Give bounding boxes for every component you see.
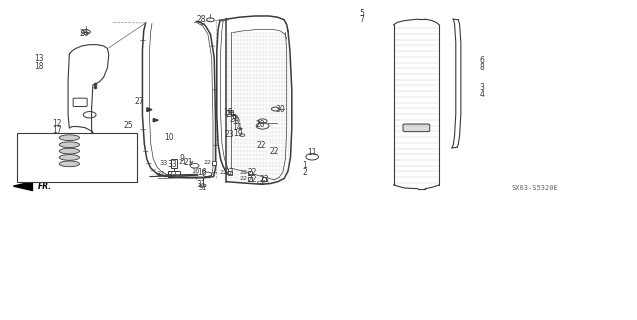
Text: 22: 22 [225,168,234,177]
Text: 13: 13 [34,54,44,63]
Ellipse shape [59,161,80,167]
Text: 10: 10 [126,137,136,146]
Bar [169,172,180,177]
Ellipse shape [59,148,80,154]
Text: 7: 7 [359,15,364,24]
Text: 19: 19 [234,129,243,138]
Text: 16: 16 [197,168,206,177]
Text: 9: 9 [180,154,184,163]
FancyBboxPatch shape [403,124,430,132]
Text: 28: 28 [197,15,206,24]
Text: 23: 23 [261,180,269,185]
Text: 22: 22 [24,148,32,154]
Text: 32: 32 [156,171,165,177]
Bar [17,133,138,182]
Text: 23: 23 [93,139,101,145]
Text: 27: 27 [134,97,144,106]
Text: 10: 10 [164,132,174,141]
Polygon shape [154,119,159,122]
Text: 6: 6 [480,56,484,65]
Text: 22: 22 [219,170,227,175]
Text: 8: 8 [480,63,484,72]
Text: 31: 31 [199,185,207,191]
Ellipse shape [59,155,80,160]
Text: 21: 21 [178,159,187,165]
Text: 22: 22 [257,141,266,150]
Text: 14: 14 [233,123,242,132]
Text: 9: 9 [129,159,133,168]
Text: 1: 1 [302,161,307,170]
Text: 26: 26 [79,29,89,38]
Text: 20: 20 [255,120,265,129]
Text: FR.: FR. [38,182,52,191]
Ellipse shape [59,142,80,148]
Text: 25: 25 [123,121,132,130]
Text: 17: 17 [52,126,61,135]
Text: 23: 23 [225,130,234,139]
Text: 22: 22 [24,142,32,148]
Text: 23: 23 [93,158,101,164]
Polygon shape [13,182,32,191]
Text: 22: 22 [24,135,32,141]
Text: 2: 2 [302,168,307,177]
Text: 22: 22 [203,160,211,165]
Text: 15: 15 [224,108,233,117]
Text: 22: 22 [247,168,257,177]
Text: 18: 18 [34,61,43,70]
Text: SX03-S5320E: SX03-S5320E [512,185,558,191]
Text: 23: 23 [260,175,269,184]
Text: 22: 22 [269,147,279,156]
Text: 22: 22 [247,175,257,184]
Text: 32: 32 [168,171,177,180]
Text: 11: 11 [308,148,317,157]
Ellipse shape [59,135,80,140]
Text: 3: 3 [480,83,484,92]
Text: 5: 5 [359,9,364,18]
Text: 12: 12 [52,119,61,128]
Text: 33: 33 [160,160,168,166]
Text: 29: 29 [226,110,236,119]
Polygon shape [147,108,152,112]
Text: 22: 22 [240,170,248,175]
Text: 33: 33 [168,160,177,169]
Text: 22: 22 [240,176,248,181]
FancyBboxPatch shape [73,98,87,107]
Text: 22: 22 [24,155,32,160]
Text: 4: 4 [480,90,484,99]
Text: 30: 30 [275,105,285,114]
Bar [171,159,177,168]
Text: 24: 24 [230,115,240,124]
Ellipse shape [235,117,239,124]
Text: 31: 31 [197,180,206,189]
Text: 21: 21 [183,158,193,167]
Text: 16: 16 [191,167,199,173]
